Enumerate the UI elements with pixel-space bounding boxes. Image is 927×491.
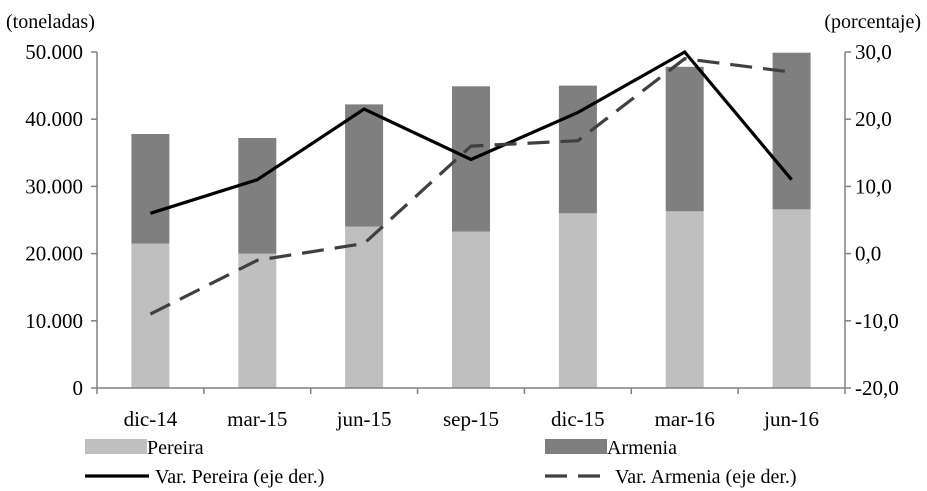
y-left-tick-label: 10.000: [25, 309, 83, 333]
bar-pereira-mar-16: [665, 211, 704, 388]
bar-armenia-jun-15: [345, 104, 384, 227]
bar-pereira-jun-16: [772, 209, 811, 388]
y-right-axis-label: (porcentaje): [824, 11, 921, 33]
x-tick-label-mar-16: mar-16: [655, 407, 715, 431]
legend-swatch-pereira: [85, 439, 147, 454]
y-right-tick-label: 20,0: [855, 107, 892, 131]
bar-pereira-mar-15: [238, 253, 277, 388]
legend-label-var-armenia: Var. Armenia (eje der.): [615, 466, 797, 488]
bar-pereira-dic-15: [558, 213, 597, 388]
bar-armenia-jun-16: [772, 52, 811, 210]
x-tick-label-mar-15: mar-15: [227, 407, 287, 431]
lines-layer: [149, 49, 793, 316]
y-right-tick-label: 0,0: [855, 242, 881, 266]
x-tick-label-dic-15: dic-15: [551, 407, 605, 431]
bar-armenia-dic-14: [131, 134, 170, 244]
legend-label-var-pereira: Var. Pereira (eje der.): [155, 466, 324, 488]
x-tick-label-sep-15: sep-15: [443, 407, 499, 431]
x-tick-label-dic-14: dic-14: [124, 407, 178, 431]
y-left-axis-label: (toneladas): [6, 11, 95, 33]
legend: Pereira Armenia Var. Pereira (eje der.) Var…: [85, 437, 797, 488]
legend-swatch-armenia: [545, 439, 607, 454]
y-right-tick-label: 30,0: [855, 40, 892, 64]
y-left-tick-label: 50.000: [25, 40, 83, 64]
legend-label-armenia: Armenia: [607, 437, 677, 459]
y-left-tick-label: 30.000: [25, 174, 83, 198]
y-left-tick-label: 40.000: [25, 107, 83, 131]
y-right-tick-label: -20,0: [855, 376, 899, 400]
bar-pereira-jun-15: [345, 226, 384, 388]
bar-pereira-sep-15: [452, 231, 490, 388]
x-tick-label-jun-16: jun-16: [763, 407, 819, 431]
bar-pereira-dic-14: [131, 243, 170, 388]
y-right-tick-label: 10,0: [855, 174, 892, 198]
axes-layer: [96, 52, 846, 389]
ticks-layer: 0 -20,0 10.000 -10,0 20.000 0,0 30.000 10,0 40.0…: [25, 40, 899, 431]
y-right-tick-label: -10,0: [855, 309, 899, 333]
bar-armenia-mar-15: [238, 138, 277, 254]
bar-armenia-mar-16: [665, 66, 704, 212]
y-left-tick-label: 0: [73, 376, 84, 400]
line-var-pereira: [149, 49, 793, 215]
bars-layer: [131, 52, 811, 388]
line-var-armenia: [149, 57, 792, 316]
y-left-tick-label: 20.000: [25, 242, 83, 266]
legend-label-pereira: Pereira: [147, 437, 204, 459]
x-tick-label-jun-15: jun-15: [336, 407, 392, 431]
